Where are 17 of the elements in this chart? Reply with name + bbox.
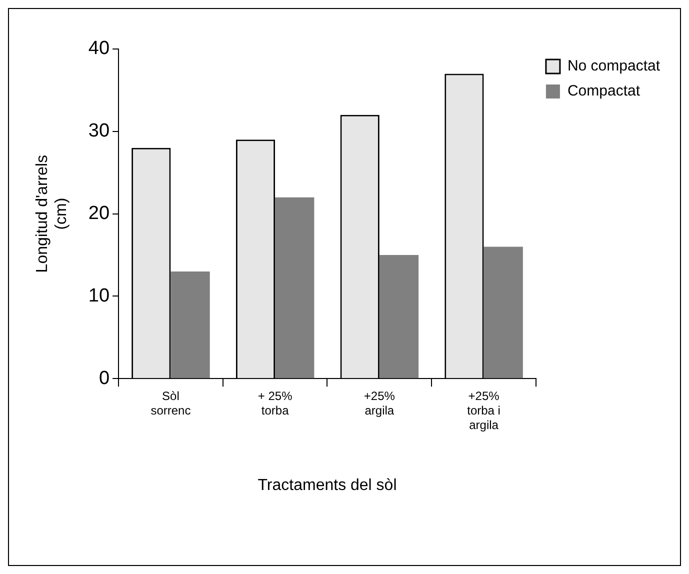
bar: [170, 271, 210, 378]
bar: [484, 246, 523, 378]
bar: [379, 255, 419, 378]
y-tick-label: 30: [88, 120, 110, 142]
x-tick-label: + 25% torba: [258, 389, 293, 418]
legend-label: No compactat: [567, 58, 661, 75]
y-tick-label: 20: [88, 203, 110, 224]
x-tick-label: Sòl sorrenc: [150, 389, 191, 418]
x-axis-title: Tractaments del sòl: [258, 476, 397, 494]
x-tick-label: +25% torba i argila: [467, 389, 500, 432]
y-tick-label: 40: [88, 38, 110, 60]
x-tick-label: +25% argila: [364, 389, 396, 418]
y-tick-label: 10: [88, 285, 110, 306]
y-axis-title: Longitud d'arrels (cm): [34, 154, 70, 273]
y-tick-label: 0: [98, 368, 110, 389]
legend-label: Compactat: [567, 82, 641, 100]
bar: [275, 197, 314, 378]
